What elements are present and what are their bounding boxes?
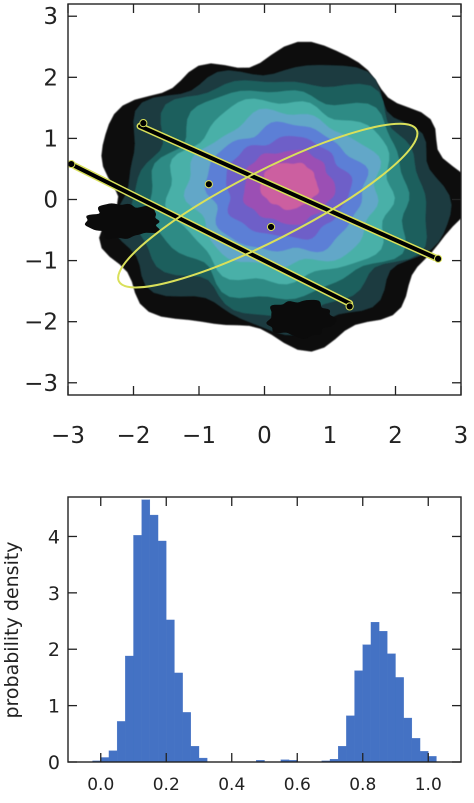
histogram-frame <box>67 496 462 763</box>
x-tick-label: 0.2 <box>153 775 180 795</box>
y-tick-label: 0 <box>48 752 60 774</box>
histogram-plot: 0 1 2 3 4 0.0 0.2 0.4 0.6 0.8 1.0 probability den… <box>1 496 462 795</box>
histogram-bar <box>411 738 421 763</box>
x-tick-label: 1 <box>323 423 338 449</box>
histogram-bar <box>125 655 134 763</box>
histogram-bar <box>166 619 175 763</box>
histogram-bar <box>157 540 167 763</box>
histogram-bar <box>133 535 142 763</box>
histogram-bar <box>108 750 118 763</box>
x-tick-label: 0 <box>257 423 272 449</box>
histogram-bar <box>141 499 151 763</box>
y-tick-label: 1 <box>43 126 58 152</box>
confidence-ellipse <box>117 122 419 289</box>
histogram-bar <box>428 756 437 763</box>
x-tick-label: 3 <box>454 423 469 449</box>
x-tick-label: −1 <box>182 423 216 449</box>
density-x-axis: −3 −2 −1 0 1 2 3 <box>51 4 468 449</box>
histogram-bar <box>149 514 159 763</box>
histogram-bar <box>338 746 347 763</box>
x-tick-label: 0.6 <box>284 775 311 795</box>
histogram-bar <box>182 712 191 763</box>
histogram-bar <box>362 644 372 763</box>
histogram-bar <box>174 672 183 763</box>
density-plot: −3 −2 −1 0 1 2 3 −3 −2 −1 0 1 2 3 <box>24 3 468 449</box>
overlay-line <box>138 124 437 260</box>
y-tick-label: 0 <box>43 188 58 214</box>
histogram-bar <box>116 721 126 763</box>
histogram-bars <box>92 499 437 763</box>
overlay-line <box>72 163 352 306</box>
histogram-bar <box>395 677 404 763</box>
histogram-bar <box>419 751 429 763</box>
y-tick-label: 3 <box>43 4 58 30</box>
data-point <box>345 302 354 311</box>
histogram-bar <box>387 653 396 763</box>
x-tick-label: 0.4 <box>218 775 245 795</box>
histogram-bar <box>378 631 388 763</box>
x-tick-label: 1.0 <box>415 775 442 795</box>
histogram-bar <box>370 622 380 763</box>
data-point <box>204 180 213 189</box>
histogram-x-axis: 0.0 0.2 0.4 0.6 0.8 1.0 <box>87 497 442 795</box>
x-tick-label: 2 <box>388 423 403 449</box>
histogram-bar <box>346 715 355 763</box>
histogram-y-axis: 0 1 2 3 4 <box>48 526 461 774</box>
histogram-bar <box>190 746 200 763</box>
y-tick-label: 1 <box>48 696 60 718</box>
y-tick-label: 4 <box>48 526 60 548</box>
x-tick-label: 0.0 <box>87 775 114 795</box>
data-point <box>139 119 148 128</box>
histogram-y-axis-title: probability density <box>1 541 23 718</box>
x-tick-label: −2 <box>117 423 151 449</box>
x-tick-label: −3 <box>51 423 85 449</box>
x-tick-label: 0.8 <box>349 775 376 795</box>
density-y-axis: −3 −2 −1 0 1 2 3 <box>24 4 461 397</box>
histogram-bar <box>354 670 363 763</box>
data-point <box>68 159 76 169</box>
y-tick-label: 3 <box>48 583 60 605</box>
data-point <box>266 222 276 232</box>
histogram-bar <box>403 717 413 763</box>
y-tick-label: −2 <box>24 310 58 336</box>
overlay-layer <box>68 119 443 311</box>
y-tick-label: 2 <box>43 65 58 91</box>
y-tick-label: −1 <box>24 249 58 275</box>
contour-lobe <box>84 203 161 240</box>
y-tick-label: −3 <box>24 371 58 397</box>
y-tick-label: 2 <box>48 639 60 661</box>
contour-lobe <box>266 299 337 339</box>
data-point <box>433 254 443 263</box>
